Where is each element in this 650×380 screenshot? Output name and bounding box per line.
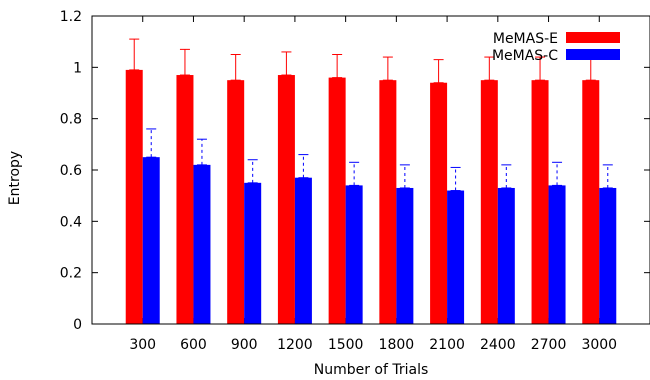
bar-memas-e [227, 80, 245, 325]
x-tick-label: 1800 [379, 337, 415, 353]
x-tick-label: 1500 [328, 337, 364, 353]
bar-memas-e [277, 75, 295, 325]
y-tick-label: 0.2 [60, 266, 82, 282]
y-tick-label: 0.8 [60, 112, 82, 128]
y-tick-label: 0 [73, 317, 82, 333]
bar-memas-c [193, 164, 211, 324]
legend-label-memas-c: MeMAS-C [492, 48, 558, 64]
bar-memas-c [548, 185, 566, 324]
x-axis-label: Number of Trials [314, 362, 429, 378]
bar-memas-e [125, 69, 143, 325]
bar-memas-c [345, 185, 363, 324]
bar-memas-e [480, 80, 498, 325]
bar-memas-c [599, 187, 617, 324]
y-tick-label: 0.6 [60, 163, 82, 179]
bar-memas-e [379, 80, 397, 325]
bar-memas-c [447, 190, 465, 324]
bar-memas-e [430, 82, 448, 324]
bar-memas-e [176, 75, 194, 325]
bar-memas-e [531, 80, 549, 325]
y-tick-label: 0.4 [60, 214, 82, 230]
legend-label-memas-e: MeMAS-E [493, 31, 558, 47]
y-tick-label: 1 [73, 60, 82, 76]
bar-memas-c [244, 182, 262, 324]
plot-frame [91, 15, 650, 325]
y-axis-label: Entropy [7, 151, 23, 205]
x-tick-label: 2700 [531, 337, 567, 353]
bar-memas-e [328, 77, 346, 324]
x-tick-label: 600 [180, 337, 207, 353]
y-tick-label: 1.2 [60, 9, 82, 25]
bar-memas-c [396, 187, 414, 324]
legend-swatch-memas-c [566, 49, 620, 60]
x-tick-label: 2100 [429, 337, 465, 353]
x-tick-label: 2400 [480, 337, 516, 353]
x-tick-label: 3000 [581, 337, 617, 353]
bar-memas-c [294, 177, 312, 324]
bar-memas-c [497, 187, 515, 324]
bar-memas-c [142, 157, 160, 324]
x-tick-label: 300 [129, 337, 156, 353]
bar-memas-e [582, 80, 600, 325]
x-tick-label: 1200 [277, 337, 313, 353]
x-tick-label: 900 [231, 337, 258, 353]
legend-swatch-memas-e [566, 32, 620, 43]
